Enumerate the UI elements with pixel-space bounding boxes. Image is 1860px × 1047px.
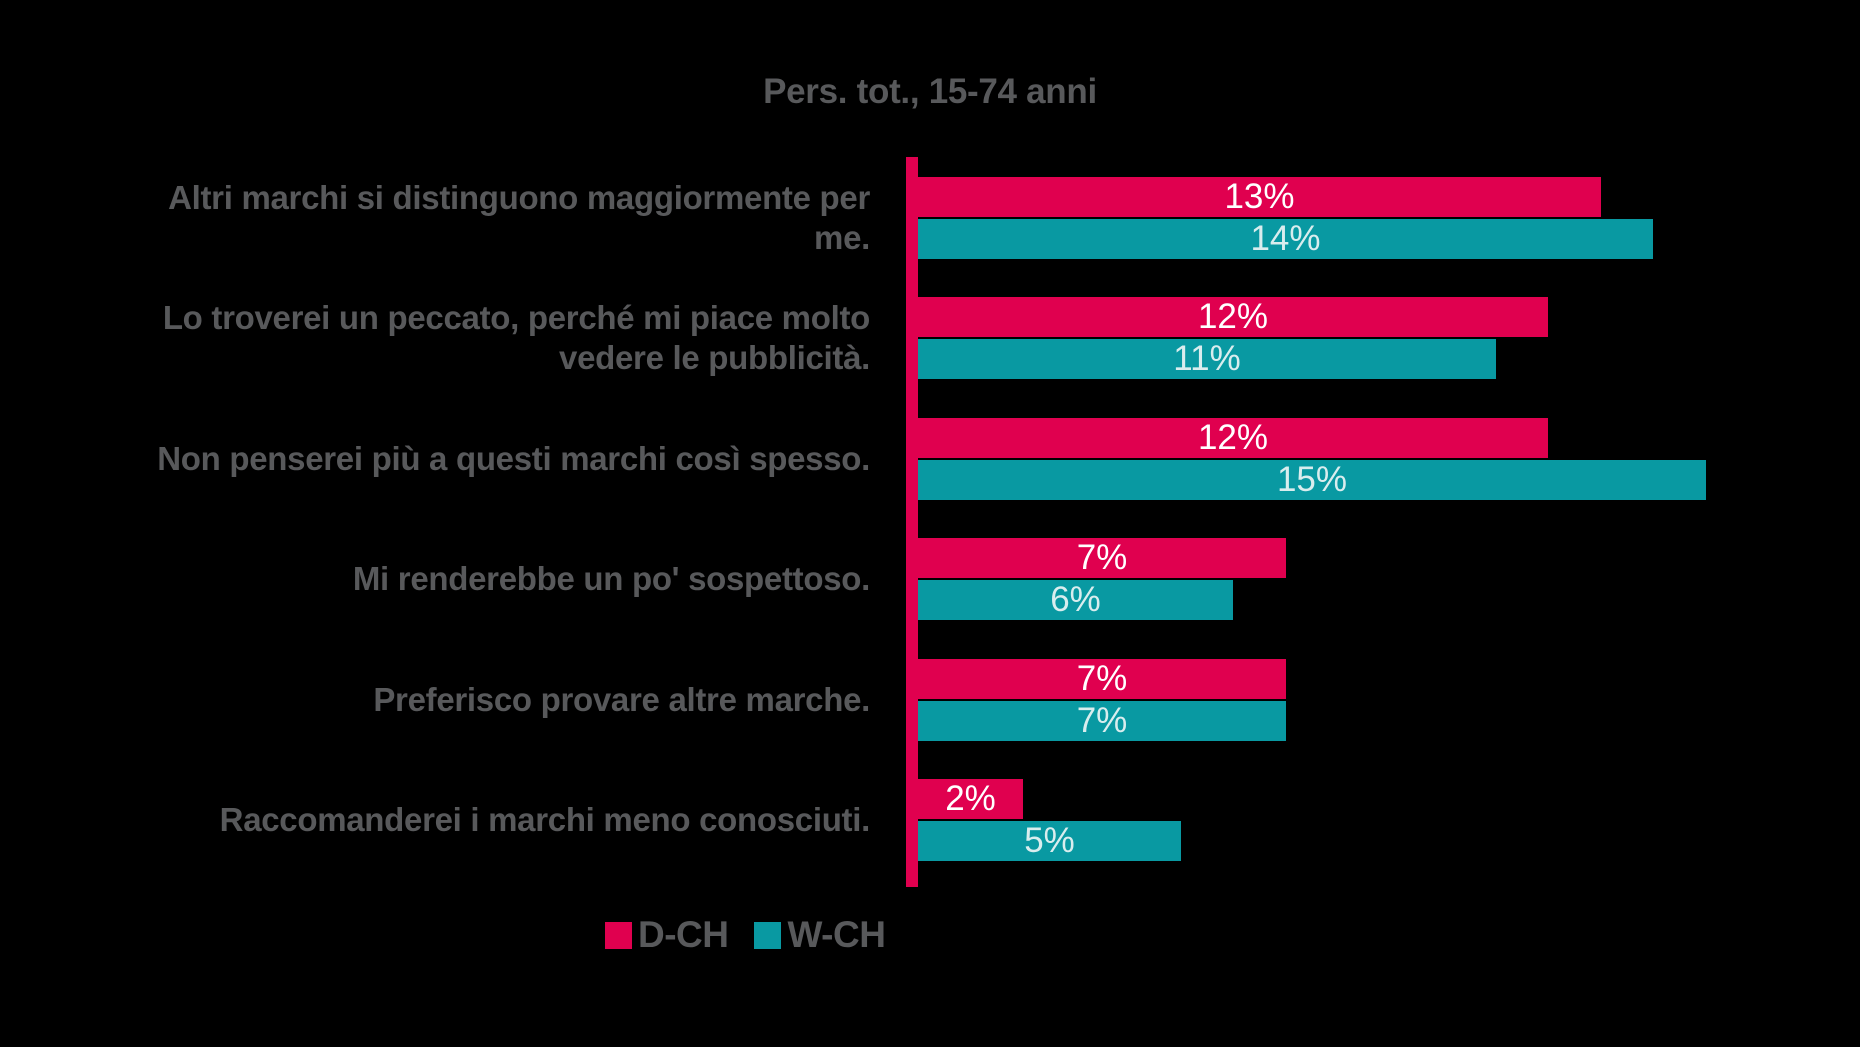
bar-value-label: 14% (1250, 219, 1321, 258)
bar-value-label: 2% (945, 779, 996, 818)
bar-wch: 11% (918, 339, 1496, 379)
category-label: Preferisco provare altre marche. (373, 681, 870, 718)
category-label: Raccomanderei i marchi meno conosciuti. (219, 801, 871, 838)
bar-value-label: 7% (1076, 538, 1128, 577)
category-label: Non penserei più a questi marchi così sp… (157, 440, 870, 477)
bar-dch: 2% (918, 779, 1023, 819)
bar-value-label: 12% (1197, 297, 1269, 336)
bar-value-label: 15% (1276, 460, 1348, 499)
legend: D-CH W-CH (605, 914, 886, 956)
category-label: Altri marchi si distinguono maggiormente… (168, 179, 870, 256)
bar-value-label: 6% (1050, 580, 1101, 619)
bar-value-label: 13% (1224, 177, 1295, 216)
category-label: Mi renderebbe un po' sospettoso. (352, 560, 870, 597)
legend-item-dch: D-CH (605, 914, 729, 956)
bar-value-label: 7% (1076, 701, 1128, 740)
bar-wch: 14% (918, 219, 1653, 259)
legend-swatch-dch-icon (605, 921, 632, 949)
bar-value-label: 12% (1197, 418, 1269, 457)
y-axis-line (906, 157, 918, 887)
legend-label-dch: D-CH (638, 914, 729, 955)
bar-wch: 7% (918, 701, 1286, 741)
legend-item-wch: W-CH (754, 914, 886, 956)
bar-wch: 15% (918, 460, 1706, 500)
bar-wch: 5% (918, 821, 1181, 861)
category-label: Lo troverei un peccato, perché mi piace … (162, 299, 870, 376)
bar-dch: 12% (918, 418, 1548, 458)
chart-title: Pers. tot., 15-74 anni (763, 72, 1097, 111)
legend-swatch-wch-icon (754, 921, 782, 949)
bar-wch: 6% (918, 580, 1233, 620)
bar-value-label: 7% (1076, 659, 1128, 698)
bar-value-label: 11% (1173, 339, 1241, 378)
bar-dch: 12% (918, 297, 1548, 337)
bar-dch: 7% (918, 659, 1286, 699)
bar-value-label: 5% (1024, 821, 1075, 860)
legend-label-wch: W-CH (787, 914, 886, 955)
bar-dch: 7% (918, 538, 1286, 578)
bar-dch: 13% (918, 177, 1601, 217)
